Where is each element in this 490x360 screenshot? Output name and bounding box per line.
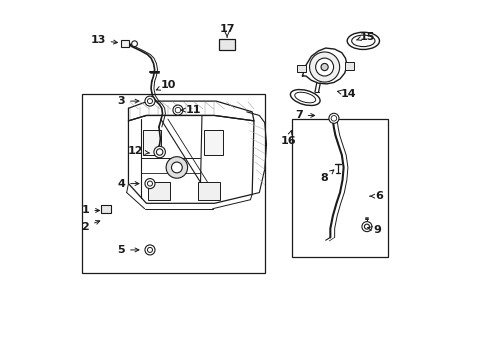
Bar — [345, 62, 354, 69]
Text: 5: 5 — [118, 245, 139, 255]
Bar — [122, 40, 129, 47]
Text: 16: 16 — [280, 131, 296, 146]
Text: 10: 10 — [156, 80, 175, 90]
Bar — [101, 205, 111, 213]
Circle shape — [173, 105, 183, 115]
Ellipse shape — [352, 35, 375, 46]
Circle shape — [145, 245, 155, 255]
Text: 13: 13 — [90, 35, 118, 45]
Circle shape — [132, 41, 137, 46]
Circle shape — [362, 222, 372, 231]
Circle shape — [365, 224, 369, 229]
Circle shape — [145, 96, 155, 106]
Bar — [143, 130, 161, 155]
Bar — [204, 130, 223, 155]
Ellipse shape — [295, 92, 316, 103]
Bar — [198, 182, 220, 200]
Text: 3: 3 — [118, 96, 139, 106]
Circle shape — [316, 58, 334, 76]
Text: 15: 15 — [356, 32, 375, 41]
Ellipse shape — [291, 90, 320, 105]
Circle shape — [331, 116, 337, 121]
Bar — [148, 182, 170, 200]
Bar — [219, 39, 235, 50]
Text: 6: 6 — [370, 191, 383, 201]
Text: 2: 2 — [81, 221, 100, 231]
Circle shape — [156, 149, 163, 155]
Text: 4: 4 — [117, 179, 139, 189]
Bar — [292, 119, 389, 257]
Ellipse shape — [347, 32, 379, 49]
Circle shape — [329, 113, 339, 123]
Circle shape — [310, 52, 340, 82]
Circle shape — [147, 181, 152, 186]
Circle shape — [145, 179, 155, 189]
Text: 11: 11 — [181, 105, 201, 115]
Text: 1: 1 — [81, 206, 99, 216]
Text: 14: 14 — [338, 89, 357, 99]
Circle shape — [166, 157, 188, 178]
Text: 7: 7 — [295, 111, 315, 121]
Circle shape — [147, 99, 152, 104]
Circle shape — [147, 247, 152, 252]
Circle shape — [175, 107, 181, 113]
Circle shape — [172, 162, 182, 173]
Text: 9: 9 — [368, 225, 382, 235]
Bar — [82, 94, 265, 273]
Bar — [297, 65, 306, 72]
Circle shape — [154, 146, 166, 158]
Text: 12: 12 — [128, 146, 149, 156]
Text: 17: 17 — [220, 24, 235, 37]
Text: 8: 8 — [320, 170, 334, 183]
Circle shape — [321, 63, 328, 71]
